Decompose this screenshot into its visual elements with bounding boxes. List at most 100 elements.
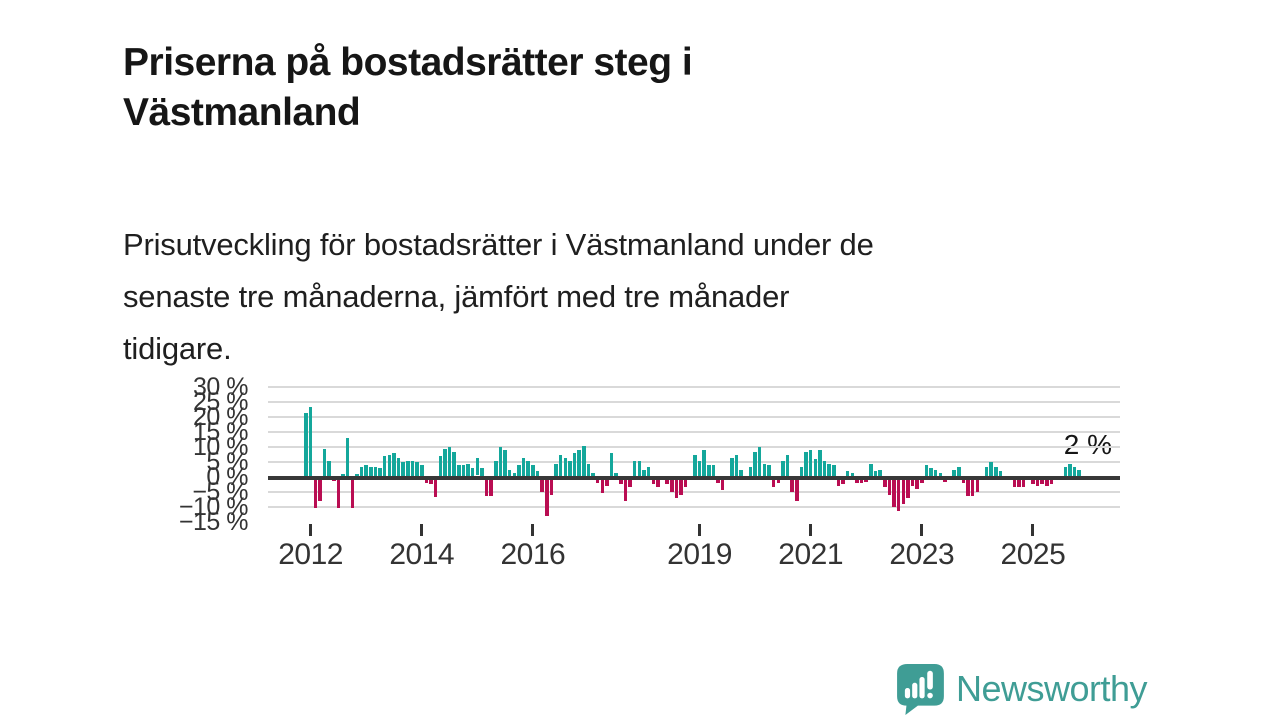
x-axis-tick-label: 2014 [389, 538, 455, 571]
bar-positive [707, 465, 711, 476]
bar-negative [619, 479, 623, 484]
bar-negative [961, 479, 966, 483]
bar-positive [563, 457, 568, 476]
x-axis-tick [920, 524, 924, 536]
bar-positive [517, 465, 521, 476]
bar-positive [813, 459, 818, 476]
bar-negative [545, 479, 549, 516]
bar-positive [480, 468, 484, 476]
bar-negative [966, 479, 970, 496]
bar-negative [656, 479, 660, 487]
bar-positive [642, 469, 646, 476]
bar-positive [591, 472, 595, 476]
bar-positive [850, 472, 855, 476]
bar-positive [554, 463, 558, 476]
x-axis-tick [809, 524, 813, 536]
title-line-2: Västmanland [123, 91, 361, 135]
bar-positive [382, 456, 387, 476]
bar-negative [433, 479, 438, 497]
gridline [268, 401, 1120, 403]
bar-negative [350, 479, 355, 508]
y-axis-tick-label: −10 % [178, 493, 249, 521]
bar-negative [892, 479, 896, 507]
title-line-1: Priserna på bostadsrätter steg i [123, 41, 693, 85]
bar-positive [452, 451, 456, 476]
bar-positive [711, 465, 716, 476]
bar-negative [623, 479, 628, 501]
x-axis-tick [420, 524, 424, 536]
bar-positive [582, 445, 586, 476]
bar-positive [873, 471, 878, 476]
bar-negative [887, 479, 892, 495]
bar-negative [906, 479, 910, 498]
bar-positive [614, 472, 618, 476]
bar-positive [762, 463, 767, 476]
bar-positive [753, 451, 757, 476]
bar-positive [401, 462, 405, 476]
bar-positive [609, 453, 614, 476]
x-axis-tick-label: 2012 [278, 538, 343, 571]
y-axis-tick-label: 0 % [206, 463, 248, 491]
x-axis-tick-label: 2016 [500, 538, 566, 571]
bar-positive [396, 457, 401, 476]
bar-positive [461, 465, 466, 476]
bar-positive [818, 450, 822, 476]
bar-negative [776, 479, 780, 483]
gridline [268, 386, 1120, 388]
bar-negative [1021, 479, 1026, 487]
y-axis-tick-label: 5 % [206, 448, 248, 476]
chart-subtitle: Prisutveckling för bostadsrätter i Västm… [123, 219, 1133, 375]
bar-positive [447, 447, 452, 476]
y-axis-tick-label: −5 % [192, 478, 248, 506]
bar-positive [808, 450, 813, 476]
bar-negative [716, 479, 720, 483]
bar-positive [526, 460, 530, 476]
bar-positive [369, 466, 373, 476]
bar-negative [429, 479, 433, 484]
bar-negative [975, 479, 980, 492]
bar-negative [915, 479, 919, 489]
bar-positive [507, 469, 512, 476]
gridline [268, 491, 1120, 493]
x-axis-tick [698, 524, 702, 536]
bar-negative [836, 479, 841, 486]
bar-negative [1049, 479, 1054, 484]
bar-positive [378, 468, 382, 476]
bar-chart-speech-bubble-icon [897, 664, 944, 715]
bar-positive [929, 468, 933, 476]
bar-positive [521, 457, 526, 476]
bar-negative [1040, 479, 1044, 484]
bar-negative [683, 479, 688, 487]
bar-positive [785, 454, 790, 476]
bar-negative [489, 479, 493, 496]
y-axis-tick-label: 15 % [193, 418, 248, 446]
zero-baseline [268, 475, 1120, 480]
bar-positive [832, 465, 836, 476]
bar-positive [322, 448, 327, 476]
bar-positive [572, 453, 577, 476]
x-axis-tick-label: 2019 [667, 538, 732, 571]
y-axis-tick-label: −15 % [178, 508, 249, 536]
bar-positive [457, 465, 461, 476]
bar-negative [484, 479, 489, 496]
bar-negative [600, 479, 605, 493]
gridline [268, 416, 1120, 418]
bar-positive [1068, 463, 1072, 476]
bar-negative [313, 479, 317, 508]
bar-negative [679, 479, 683, 495]
bar-negative [920, 479, 924, 483]
bar-negative [1031, 479, 1035, 484]
gridline [268, 431, 1120, 433]
bar-positive [304, 412, 308, 476]
bar-negative [910, 479, 915, 486]
bar-positive [531, 465, 535, 476]
bar-positive [586, 463, 591, 476]
gridline [268, 446, 1120, 448]
bar-positive [494, 460, 498, 476]
bar-negative [970, 479, 975, 496]
bar-positive [341, 474, 345, 476]
bar-negative [651, 479, 655, 484]
bar-positive [989, 462, 993, 476]
bar-negative [943, 479, 947, 482]
bar-positive [646, 466, 651, 476]
